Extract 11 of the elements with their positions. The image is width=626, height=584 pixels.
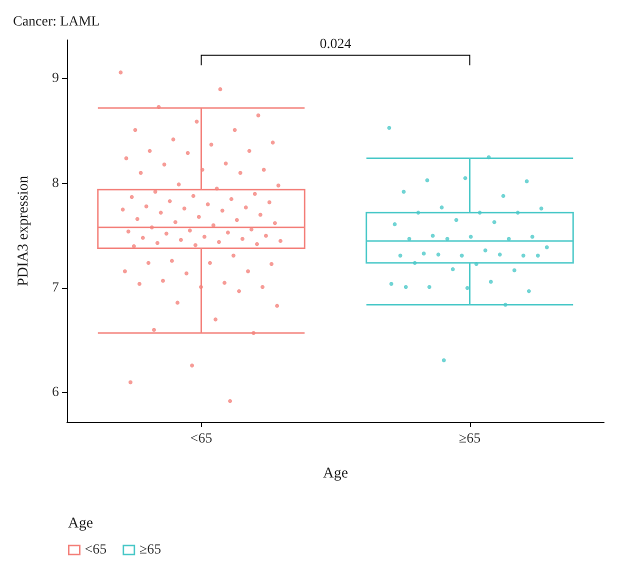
x-axis-title: Age xyxy=(323,466,348,482)
y-axis-title: PDIA3 expression xyxy=(16,175,32,286)
legend-label: <65 xyxy=(84,542,107,558)
legend-label: ≥65 xyxy=(139,542,162,558)
annotation: 0.024 xyxy=(320,36,352,52)
y-tick-label: 7 xyxy=(52,280,59,296)
y-tick-label: 6 xyxy=(52,385,59,400)
legend-title: Age xyxy=(68,516,94,532)
y-tick-label: 8 xyxy=(52,176,59,191)
chart-title: Cancer: LAML xyxy=(13,14,100,30)
y-tick-label: 9 xyxy=(52,71,59,86)
